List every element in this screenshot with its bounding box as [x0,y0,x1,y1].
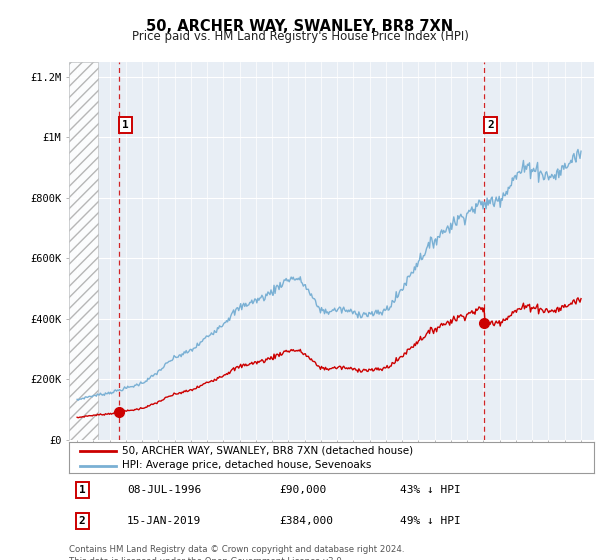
Text: 15-JAN-2019: 15-JAN-2019 [127,516,201,526]
Text: £384,000: £384,000 [279,516,333,526]
Text: 50, ARCHER WAY, SWANLEY, BR8 7XN: 50, ARCHER WAY, SWANLEY, BR8 7XN [146,19,454,34]
Text: HPI: Average price, detached house, Sevenoaks: HPI: Average price, detached house, Seve… [121,460,371,470]
Text: Price paid vs. HM Land Registry's House Price Index (HPI): Price paid vs. HM Land Registry's House … [131,30,469,43]
Text: Contains HM Land Registry data © Crown copyright and database right 2024.
This d: Contains HM Land Registry data © Crown c… [69,545,404,560]
Text: 08-JUL-1996: 08-JUL-1996 [127,485,201,495]
Text: 1: 1 [79,485,86,495]
Text: 49% ↓ HPI: 49% ↓ HPI [400,516,461,526]
Text: £90,000: £90,000 [279,485,326,495]
Text: 1: 1 [122,120,128,130]
Text: 2: 2 [487,120,494,130]
Text: 43% ↓ HPI: 43% ↓ HPI [400,485,461,495]
Text: 2: 2 [79,516,86,526]
Text: 50, ARCHER WAY, SWANLEY, BR8 7XN (detached house): 50, ARCHER WAY, SWANLEY, BR8 7XN (detach… [121,446,413,456]
